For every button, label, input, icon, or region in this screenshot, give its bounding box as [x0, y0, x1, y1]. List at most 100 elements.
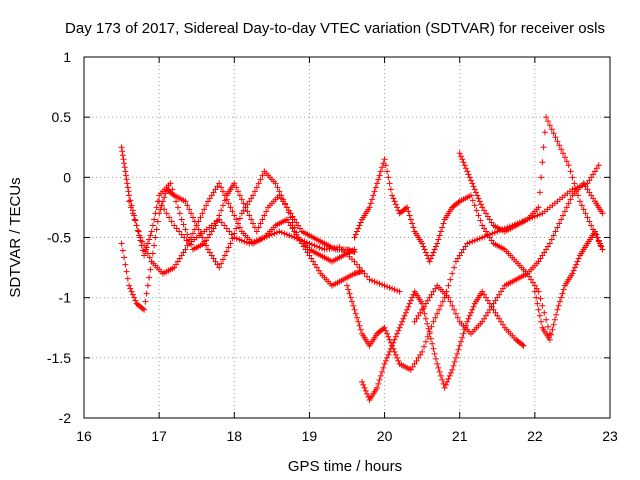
data-point — [131, 216, 138, 223]
data-point — [371, 278, 378, 285]
data-point — [534, 300, 541, 307]
data-point — [163, 210, 170, 217]
data-point — [356, 222, 363, 229]
data-point — [565, 162, 572, 169]
data-point — [152, 234, 159, 241]
data-point — [543, 114, 550, 121]
data-point — [430, 345, 437, 352]
data-point — [147, 232, 154, 239]
data-point — [168, 218, 175, 225]
data-point — [411, 360, 418, 367]
data-point — [498, 318, 505, 325]
x-tick-label: 16 — [76, 428, 92, 444]
data-point — [533, 285, 540, 292]
data-point — [199, 234, 206, 241]
data-point — [421, 246, 428, 253]
data-point — [276, 188, 283, 195]
data-point — [573, 261, 580, 268]
data-point — [176, 228, 183, 235]
data-point — [242, 204, 249, 211]
data-point — [390, 195, 397, 202]
data-point — [459, 156, 466, 163]
data-point — [139, 247, 146, 254]
x-tick-label: 21 — [452, 428, 468, 444]
data-point — [347, 294, 354, 301]
data-point — [548, 236, 555, 243]
data-point — [128, 288, 135, 295]
data-point — [567, 196, 574, 203]
data-point — [392, 201, 399, 208]
data-point — [465, 315, 472, 322]
data-point — [178, 252, 185, 259]
data-point — [571, 264, 578, 271]
data-point — [536, 312, 543, 319]
data-point — [286, 232, 293, 239]
data-point — [253, 184, 260, 191]
data-point — [287, 222, 294, 229]
data-point — [436, 232, 443, 239]
data-point — [121, 254, 128, 261]
data-point — [125, 188, 132, 195]
data-point — [121, 160, 128, 167]
data-point — [394, 204, 401, 211]
data-point — [218, 219, 225, 226]
data-point — [119, 247, 126, 254]
data-point — [582, 210, 589, 217]
data-point — [248, 195, 255, 202]
data-point — [381, 156, 388, 163]
data-point — [413, 357, 420, 364]
data-point — [440, 220, 447, 227]
data-point — [236, 192, 243, 199]
data-point — [227, 204, 234, 211]
data-point — [464, 318, 471, 325]
data-point — [386, 284, 393, 291]
data-point — [298, 237, 305, 244]
data-point — [586, 189, 593, 196]
data-point — [131, 294, 138, 301]
data-point — [178, 231, 185, 238]
data-point — [460, 330, 467, 337]
data-point — [361, 270, 368, 277]
data-point — [494, 312, 501, 319]
x-tick-label: 17 — [151, 428, 167, 444]
data-point — [126, 192, 133, 199]
data-point — [552, 134, 559, 141]
data-point — [399, 318, 406, 325]
data-point — [425, 325, 432, 332]
data-point — [374, 279, 381, 286]
data-point — [483, 294, 490, 301]
y-tick-label: -1.5 — [47, 350, 71, 366]
data-point — [409, 220, 416, 227]
data-point — [186, 206, 193, 213]
grid-lines — [84, 57, 610, 418]
data-point — [456, 342, 463, 349]
data-point — [424, 252, 431, 259]
data-point — [420, 243, 427, 250]
data-point — [466, 312, 473, 319]
data-point — [475, 195, 482, 202]
data-point — [584, 186, 591, 193]
data-point — [182, 198, 189, 205]
data-point — [445, 282, 452, 289]
data-point — [422, 249, 429, 256]
data-point — [389, 192, 396, 199]
data-point — [162, 190, 169, 197]
data-point — [176, 210, 183, 217]
data-point — [379, 368, 386, 375]
data-point — [476, 198, 483, 205]
data-point — [396, 324, 403, 331]
data-point — [591, 168, 598, 175]
data-point — [391, 348, 398, 355]
data-point — [469, 238, 476, 245]
data-point — [407, 366, 414, 373]
data-point — [204, 198, 211, 205]
data-point — [276, 228, 283, 235]
data-point — [545, 243, 552, 250]
data-point — [369, 277, 376, 284]
data-point — [382, 162, 389, 169]
data-point — [419, 306, 426, 313]
data-point — [173, 198, 180, 205]
data-point — [432, 285, 439, 292]
data-point — [535, 204, 542, 211]
data-point — [355, 318, 362, 325]
